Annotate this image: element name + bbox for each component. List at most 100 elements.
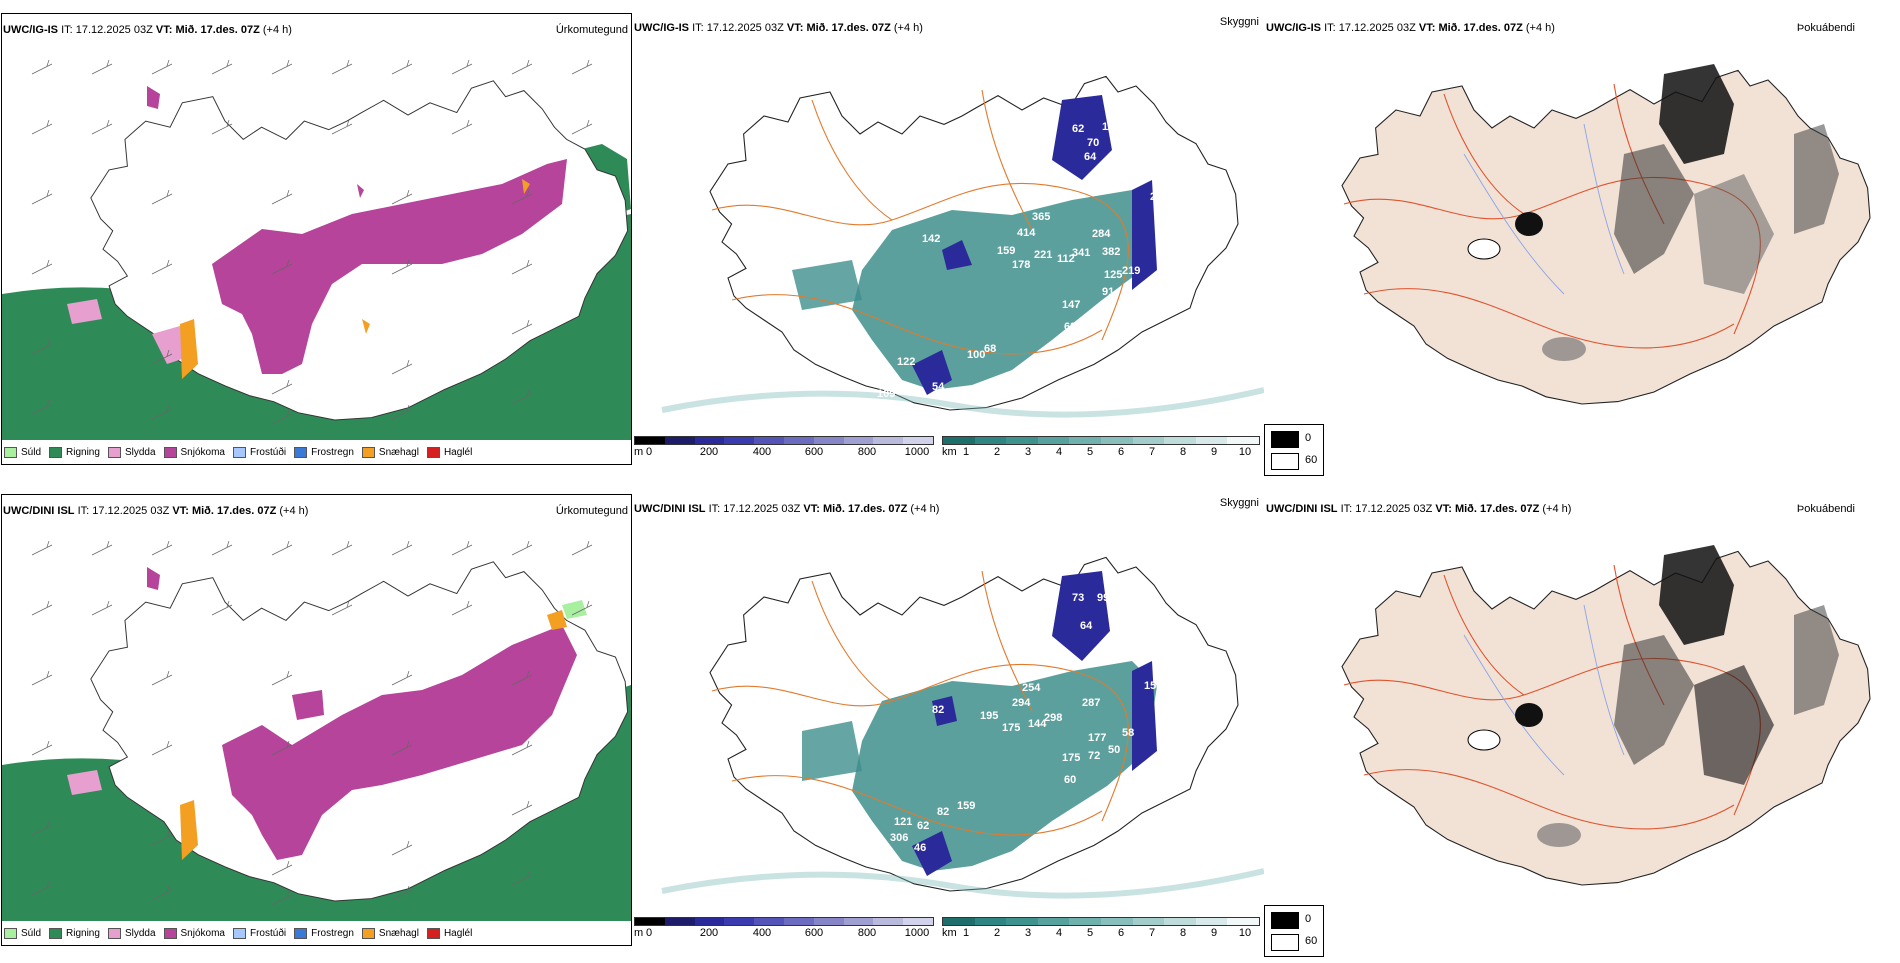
panel-header: UWC/DINI ISL IT: 17.12.2025 03Z VT: Mið.… bbox=[1266, 503, 1572, 515]
height-colorbar-gradient bbox=[634, 436, 934, 445]
panel-header: UWC/DINI ISL IT: 17.12.2025 03Z VT: Mið.… bbox=[634, 503, 940, 515]
vis-label: 50 bbox=[1108, 744, 1120, 756]
panel-header: UWC/IG-IS IT: 17.12.2025 03Z VT: Mið. 17… bbox=[3, 24, 292, 36]
swatch-icon bbox=[4, 927, 17, 939]
vis-label: 121 bbox=[894, 816, 912, 828]
vis-label: 33 bbox=[1137, 136, 1149, 148]
vis-label: 298 bbox=[1044, 712, 1062, 724]
colorbar-tick: 4 bbox=[1055, 927, 1063, 939]
vis-label: 221 bbox=[1034, 249, 1052, 261]
colorbar-tick: 6 bbox=[1117, 446, 1125, 458]
colorbar-tick: 9 bbox=[1210, 446, 1218, 458]
colorbar-unit: m bbox=[634, 927, 644, 939]
vis-label: 64 bbox=[1084, 151, 1097, 163]
vis-label: 382 bbox=[1102, 246, 1120, 258]
colorbar-tick: 400 bbox=[752, 927, 772, 939]
swatch-icon bbox=[361, 446, 375, 458]
colorbar-tick: 600 bbox=[804, 927, 824, 939]
vis-label: 197 bbox=[1142, 627, 1160, 639]
vis-label: 68 bbox=[1064, 321, 1076, 333]
legend-item-frostudi: Frostúði bbox=[232, 446, 286, 458]
legend-item-snjokoma: Snjókoma bbox=[163, 446, 225, 458]
visibility-colorbar: km 1 2 3 4 5 6 7 8 9 10 bbox=[942, 917, 1260, 940]
vis-label: 54 bbox=[932, 381, 945, 393]
swatch-icon bbox=[426, 927, 440, 939]
vis-label: 6 bbox=[1142, 279, 1148, 291]
colorbar-tick: 1 bbox=[962, 446, 970, 458]
fog-swatch-white bbox=[1271, 453, 1299, 470]
vis-label: 287 bbox=[1082, 697, 1100, 709]
panel-header: UWC/IG-IS IT: 17.12.2025 03Z VT: Mið. 17… bbox=[634, 22, 923, 34]
vis-label: 178 bbox=[1012, 259, 1030, 271]
colorbar-tick: 7 bbox=[1148, 446, 1156, 458]
panel-title: Úrkomutegund bbox=[555, 505, 628, 517]
colorbar-tick: 10 bbox=[1238, 927, 1252, 939]
legend-item-snjokoma: Snjókoma bbox=[163, 927, 225, 939]
colorbar-tick: 5 bbox=[1086, 927, 1094, 939]
swatch-icon bbox=[4, 446, 17, 458]
visibility-panel: UWC/IG-IS IT: 17.12.2025 03Z VT: Mið. 17… bbox=[632, 12, 1264, 470]
vis-label: 195 bbox=[980, 710, 998, 722]
vis-label: 104 bbox=[1164, 209, 1183, 221]
precip-legend: Súld Rigning Slydda Snjókoma Frostúði Fr… bbox=[4, 442, 630, 462]
colorbar-tick: 3 bbox=[1024, 446, 1032, 458]
vis-label: 46 bbox=[914, 842, 926, 854]
colorbar-tick: 10 bbox=[1238, 446, 1252, 458]
colorbar-tick: 800 bbox=[857, 927, 877, 939]
panel-header: UWC/IG-IS IT: 17.12.2025 03Z VT: Mið. 17… bbox=[1266, 22, 1555, 34]
legend-item-rigning: Rigning bbox=[49, 927, 100, 939]
vis-label: 365 bbox=[1032, 211, 1050, 223]
vis-label: 175 bbox=[1062, 752, 1080, 764]
precip-legend: Súld Rigning Slydda Snjókoma Frostúði Fr… bbox=[4, 923, 630, 943]
colorbar-tick: 5 bbox=[1086, 446, 1094, 458]
vis-label: 64 bbox=[1080, 620, 1093, 632]
colorbar-tick: 1000 bbox=[904, 927, 930, 939]
panel-title: Þokuábendi bbox=[1796, 22, 1855, 34]
colorbar-tick: 7 bbox=[1148, 927, 1156, 939]
colorbar-tick: 0 bbox=[645, 446, 653, 458]
colorbar-unit: km bbox=[942, 927, 957, 939]
vis-label: 306 bbox=[890, 832, 908, 844]
colorbar-tick: 3 bbox=[1024, 927, 1032, 939]
fog-map bbox=[1341, 545, 1871, 886]
vis-label: 125 bbox=[1104, 269, 1122, 281]
legend-item-hagl: Haglél bbox=[426, 446, 472, 458]
vis-label: 62 bbox=[1072, 123, 1084, 135]
colorbar-tick: 400 bbox=[752, 446, 772, 458]
fog-panel: UWC/IG-IS IT: 17.12.2025 03Z VT: Mið. 17… bbox=[1264, 12, 1900, 476]
vis-label: 112 bbox=[1057, 253, 1075, 265]
precip-map bbox=[2, 540, 631, 921]
colorbar-tick: 1000 bbox=[904, 446, 930, 458]
visibility-colorbar-gradient bbox=[942, 917, 1260, 926]
vis-label: 219 bbox=[1122, 265, 1140, 277]
precip-type-frame: UWC/DINI ISL IT: 17.12.2025 03Z VT: Mið.… bbox=[1, 494, 632, 946]
vis-label: 254 bbox=[1022, 682, 1041, 694]
vis-label: 147 bbox=[1062, 299, 1080, 311]
swatch-icon bbox=[163, 446, 177, 458]
swatch-icon bbox=[426, 446, 440, 458]
visibility-map: 62 70 110 64 33 142 365 414 284 221 112 … bbox=[661, 75, 1264, 418]
fog-panel: UWC/DINI ISL IT: 17.12.2025 03Z VT: Mið.… bbox=[1264, 493, 1900, 957]
fog-swatch-white bbox=[1271, 934, 1299, 951]
visibility-colorbar-gradient bbox=[942, 436, 1260, 445]
legend-item-frostregn: Frostregn bbox=[294, 446, 354, 458]
swatch-icon bbox=[49, 446, 63, 458]
vis-label: 81 bbox=[1159, 239, 1171, 251]
vis-label: 62 bbox=[917, 820, 929, 832]
legend-item-suld: Súld bbox=[4, 927, 41, 939]
colorbar-tick: 200 bbox=[699, 446, 719, 458]
vis-label: 177 bbox=[1088, 732, 1106, 744]
colorbar-tick: 8 bbox=[1179, 446, 1187, 458]
vis-label: 62 bbox=[1137, 652, 1149, 664]
vis-label: 154 bbox=[1144, 680, 1163, 692]
row-dini-isl: UWC/DINI ISL IT: 17.12.2025 03Z VT: Mið.… bbox=[0, 493, 1900, 963]
visibility-map: 73 99 64 197 123 62 254 294 298 287 82 1… bbox=[661, 556, 1264, 899]
legend-item-hagl: Haglél bbox=[426, 927, 472, 939]
legend-item-frostregn: Frostregn bbox=[294, 927, 354, 939]
precip-type-panel: UWC/IG-IS IT: 17.12.2025 03Z VT: Mið. 17… bbox=[0, 12, 632, 470]
precip-map bbox=[2, 59, 631, 440]
row-ig-is: UWC/IG-IS IT: 17.12.2025 03Z VT: Mið. 17… bbox=[0, 12, 1900, 482]
colorbar-tick: 1 bbox=[962, 927, 970, 939]
swatch-icon bbox=[49, 927, 63, 939]
height-colorbar-gradient bbox=[634, 917, 934, 926]
